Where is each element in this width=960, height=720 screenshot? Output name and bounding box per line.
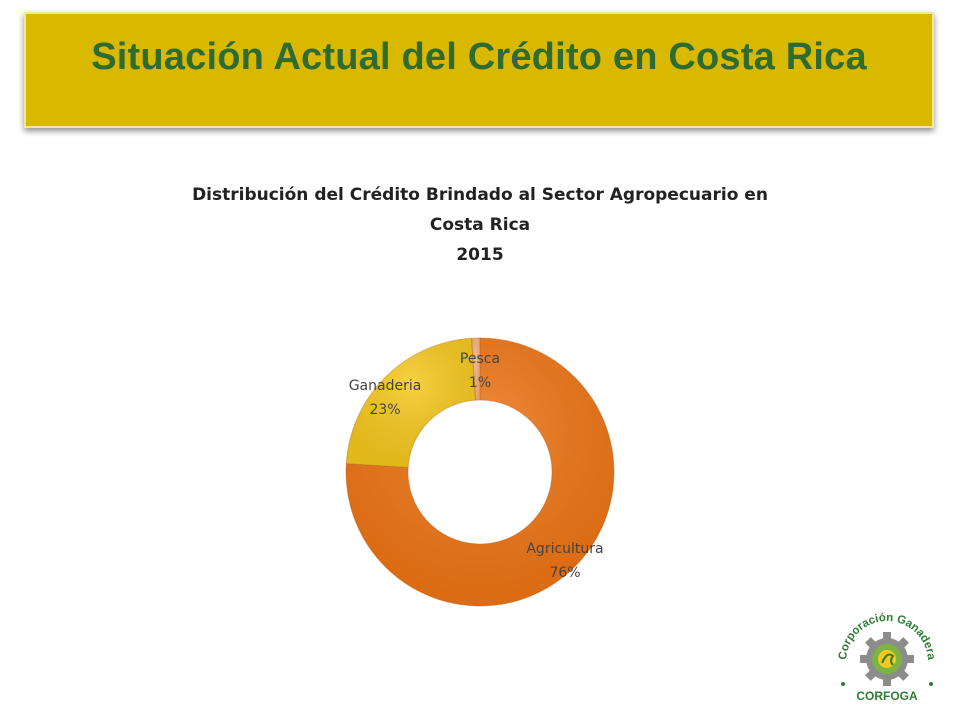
title-banner: Situación Actual del Crédito en Costa Ri… <box>24 12 934 128</box>
slice-shading-agricultura <box>346 338 614 606</box>
slice-label-pesca: Pesca <box>460 351 500 367</box>
slice-value-pesca: 1% <box>469 375 491 391</box>
slice-label-ganaderia: Ganaderia <box>349 378 422 394</box>
slice-value-agricultura: 76% <box>549 565 580 581</box>
chart-title-line-1: Distribución del Crédito Brindado al Sec… <box>192 185 768 205</box>
slice-value-ganaderia: 23% <box>369 402 400 418</box>
chart-title-line-3: 2015 <box>456 245 504 265</box>
slice-shading-pesca <box>471 338 480 401</box>
chart-title-line-2: Costa Rica <box>429 215 531 235</box>
slice-shading-ganaderia <box>346 338 476 468</box>
corfoga-logo: Corporación Ganadera CORFOGA <box>837 612 937 703</box>
logo-bottom-text: CORFOGA <box>856 689 918 703</box>
chart-title: Distribución del Crédito Brindado al Sec… <box>130 180 830 270</box>
slice-label-agricultura: Agricultura <box>526 541 603 557</box>
slide-title: Situación Actual del Crédito en Costa Ri… <box>91 36 867 78</box>
